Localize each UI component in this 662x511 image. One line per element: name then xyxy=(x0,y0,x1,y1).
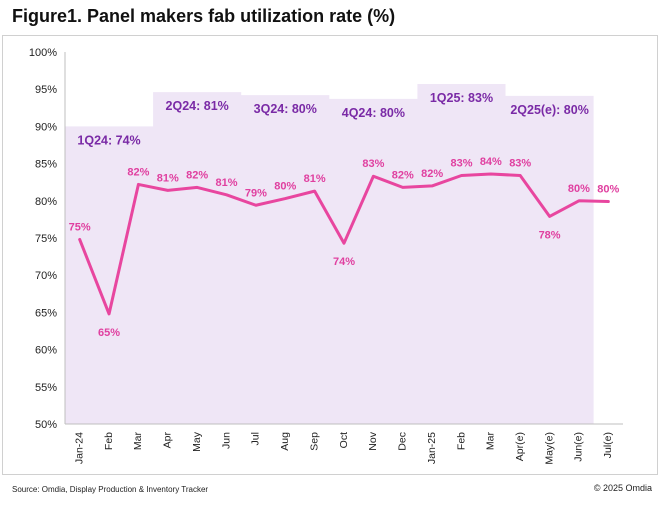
y-tick-label: 50% xyxy=(35,419,57,431)
chart-title: Figure1. Panel makers fab utilization ra… xyxy=(12,6,396,26)
x-tick-label: Aug xyxy=(279,432,291,451)
x-tick-label: May xyxy=(191,431,203,452)
x-tick-label: Jan-24 xyxy=(73,432,85,464)
source-note: Source: Omdia, Display Production & Inve… xyxy=(12,485,209,494)
data-label: 75% xyxy=(69,221,91,233)
quarter-label: 2Q24: 81% xyxy=(166,99,229,113)
x-tick-label: Mar xyxy=(132,432,144,451)
quarter-label: 1Q24: 74% xyxy=(77,133,140,147)
quarter-label: 3Q24: 80% xyxy=(254,102,317,116)
y-tick-label: 60% xyxy=(35,345,57,357)
data-label: 84% xyxy=(480,156,502,168)
data-label: 80% xyxy=(274,181,296,193)
quarter-label: 2Q25(e): 80% xyxy=(510,103,589,117)
data-label: 65% xyxy=(98,327,120,339)
data-label: 79% xyxy=(245,187,267,199)
quarter-label: 4Q24: 80% xyxy=(342,106,405,120)
x-tick-label: Feb xyxy=(103,432,115,450)
quarter-label: 1Q25: 83% xyxy=(430,91,493,105)
data-label: 82% xyxy=(392,169,414,181)
x-tick-label: Apr(e) xyxy=(514,432,526,461)
x-tick-label: Apr xyxy=(162,432,174,449)
y-tick-label: 70% xyxy=(35,270,57,282)
data-label: 82% xyxy=(127,166,149,178)
chart-frame: 1Q24: 74% 2Q24: 81% 3Q24: 80% 4Q24: 80% 1Q25… xyxy=(2,35,658,475)
x-tick-label: Jun(e) xyxy=(573,432,585,462)
utilization-line xyxy=(78,172,610,316)
data-label: 83% xyxy=(362,158,384,170)
data-label: 82% xyxy=(421,168,443,180)
copyright-note: © 2025 Omdia xyxy=(593,483,652,493)
y-tick-label: 100% xyxy=(29,47,57,59)
data-label: 81% xyxy=(157,172,179,184)
x-tick-label: Jan-25 xyxy=(426,432,438,464)
data-label: 74% xyxy=(333,256,355,268)
x-tick-label: May(e) xyxy=(543,432,555,465)
data-label: 81% xyxy=(216,177,238,189)
data-label: 80% xyxy=(568,183,590,195)
y-tick-label: 80% xyxy=(35,196,57,208)
data-label: 81% xyxy=(304,173,326,185)
x-tick-label: Jun xyxy=(220,432,232,449)
data-label: 82% xyxy=(186,169,208,181)
x-tick-label: Jul(e) xyxy=(602,432,614,458)
y-tick-label: 55% xyxy=(35,382,57,394)
y-tick-label: 85% xyxy=(35,159,57,171)
x-tick-label: Sep xyxy=(308,432,320,451)
data-label: 80% xyxy=(597,184,619,196)
y-tick-label: 95% xyxy=(35,84,57,96)
quarter-average-area xyxy=(65,83,594,424)
x-tick-label: Oct xyxy=(338,432,350,448)
data-label: 83% xyxy=(509,158,531,170)
x-tick-label: Mar xyxy=(485,432,497,451)
data-label: 78% xyxy=(539,229,561,241)
y-tick-label: 75% xyxy=(35,233,57,245)
data-label: 83% xyxy=(450,158,472,170)
x-tick-label: Jul xyxy=(250,432,262,445)
x-tick-label: Dec xyxy=(397,432,409,451)
y-tick-label: 90% xyxy=(35,121,57,133)
y-tick-label: 65% xyxy=(35,307,57,319)
x-tick-label: Nov xyxy=(367,431,379,450)
x-tick-label: Feb xyxy=(455,432,467,450)
line-chart: 1Q24: 74% 2Q24: 81% 3Q24: 80% 4Q24: 80% 1Q25… xyxy=(29,47,623,465)
